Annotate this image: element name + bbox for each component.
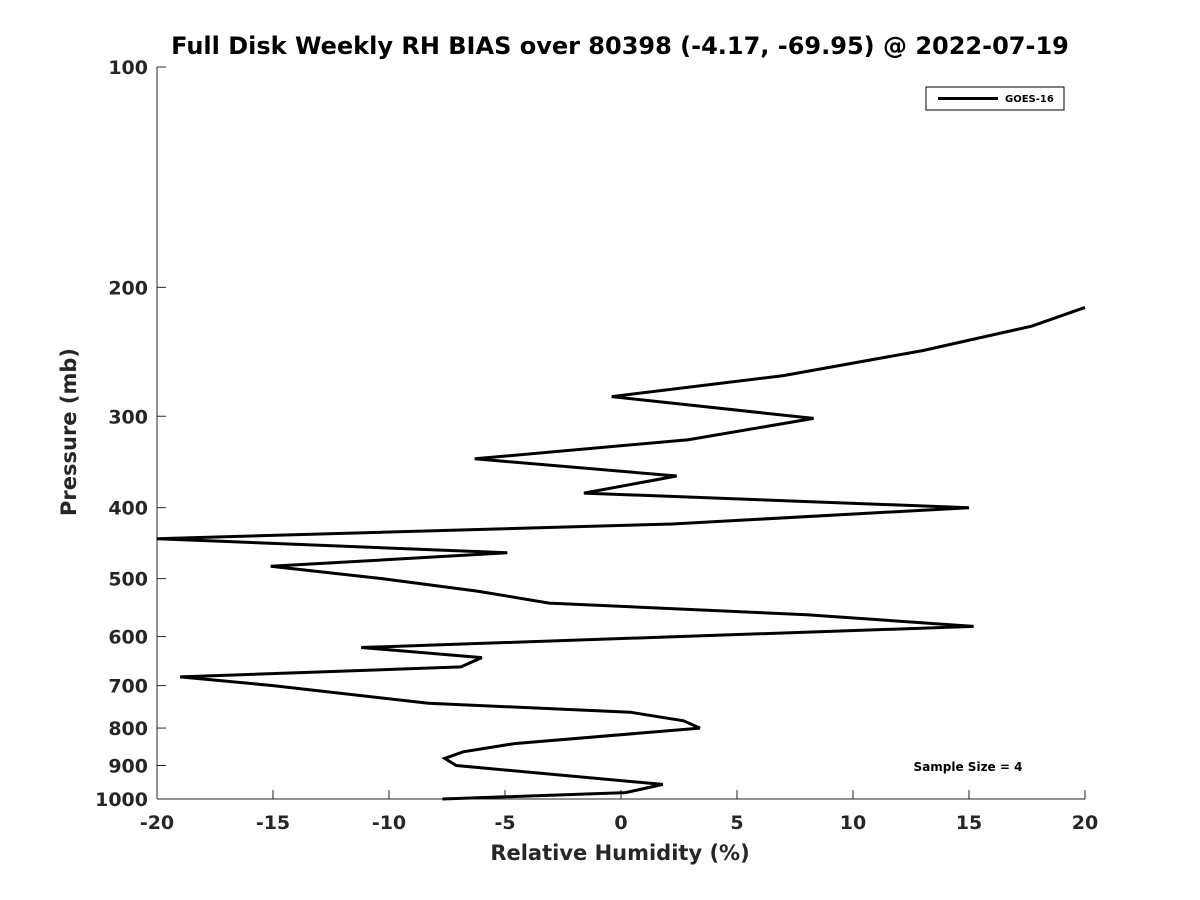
y-tick-label: 300 <box>108 406 148 428</box>
x-tick-label: 20 <box>1072 812 1098 834</box>
y-tick-label: 900 <box>108 756 148 778</box>
y-tick-label: 800 <box>108 718 148 740</box>
y-tick-label: 600 <box>108 627 148 649</box>
x-tick-label: -20 <box>140 812 174 834</box>
y-tick-label: 700 <box>108 676 148 698</box>
x-axis-label: Relative Humidity (%) <box>490 841 749 865</box>
series-line-goes-16 <box>156 305 1086 801</box>
legend-entry-goes-16: GOES-16 <box>1005 94 1054 105</box>
x-tick-label: 10 <box>840 812 866 834</box>
sample-size-annotation: Sample Size = 4 <box>914 760 1023 774</box>
y-tick-label: 200 <box>108 277 148 299</box>
legend: GOES-16 <box>925 86 1065 111</box>
x-axis-ticks: -20 -15 -10 -5 0 5 10 15 20 <box>140 790 1098 834</box>
y-axis-label: Pressure (mb) <box>57 348 81 516</box>
x-tick-label: 0 <box>614 812 627 834</box>
x-tick-label: -10 <box>372 812 406 834</box>
x-tick-label: -15 <box>256 812 290 834</box>
y-tick-label: 100 <box>108 57 148 79</box>
series-layer <box>156 305 1086 801</box>
y-tick-label: 500 <box>108 569 148 591</box>
x-tick-label: -5 <box>494 812 515 834</box>
y-tick-label: 1000 <box>95 789 148 811</box>
y-tick-label: 400 <box>108 498 148 520</box>
x-tick-label: 5 <box>730 812 743 834</box>
chart-title: Full Disk Weekly RH BIAS over 80398 (-4.… <box>171 32 1069 60</box>
y-axis-ticks: 100 200 300 400 500 600 700 800 900 1000 <box>95 57 166 811</box>
x-tick-label: 15 <box>956 812 982 834</box>
